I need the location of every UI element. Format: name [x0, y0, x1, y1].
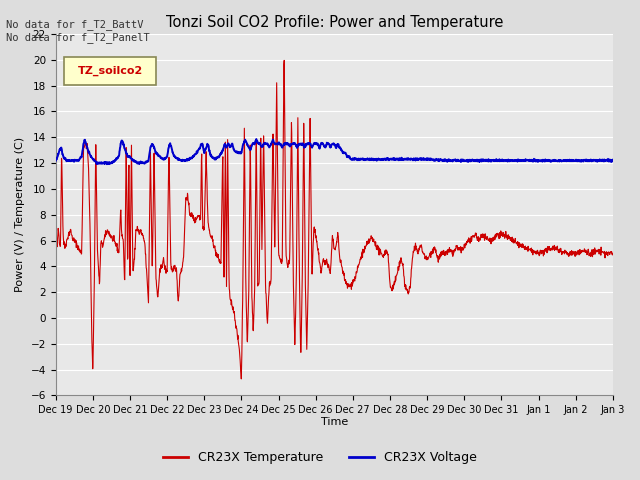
- Text: No data for f_T2_BattV
No data for f_T2_PanelT: No data for f_T2_BattV No data for f_T2_…: [6, 19, 150, 43]
- X-axis label: Time: Time: [321, 417, 348, 427]
- Legend: CR23X Temperature, CR23X Voltage: CR23X Temperature, CR23X Voltage: [159, 446, 481, 469]
- FancyBboxPatch shape: [64, 58, 156, 84]
- Text: TZ_soilco2: TZ_soilco2: [77, 66, 143, 76]
- Y-axis label: Power (V) / Temperature (C): Power (V) / Temperature (C): [15, 137, 25, 292]
- Title: Tonzi Soil CO2 Profile: Power and Temperature: Tonzi Soil CO2 Profile: Power and Temper…: [166, 15, 503, 30]
